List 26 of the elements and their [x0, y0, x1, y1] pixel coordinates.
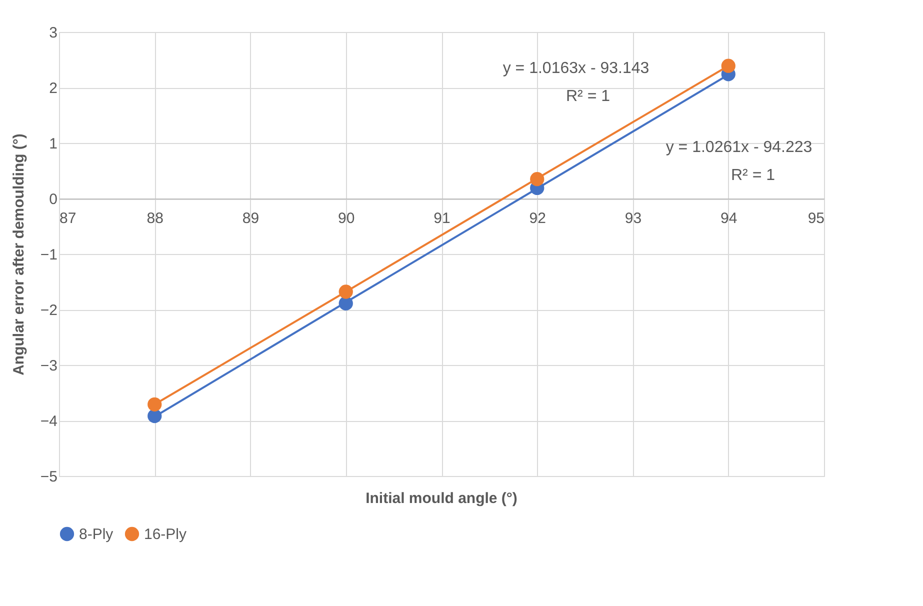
annotation: y = 1.0261x - 94.223: [666, 139, 812, 156]
x-tick-label: 95: [808, 210, 824, 227]
y-tick-label: −5: [40, 468, 58, 486]
x-axis-title: Initial mould angle (°): [366, 490, 518, 507]
annotation: y = 1.0163x - 93.143: [502, 60, 650, 77]
x-tick-label: 89: [242, 210, 260, 227]
y-tick-label: 0: [49, 191, 58, 208]
y-axis-title: Angular error after demoulding (°): [10, 134, 28, 376]
y-tick-label: 1: [49, 136, 58, 152]
x-tick-label: 91: [434, 210, 450, 227]
x-tick-label: 92: [529, 210, 546, 227]
y-tick-label: −2: [40, 302, 58, 319]
y-tick-label: 3: [49, 24, 58, 42]
x-tick-label: 88: [146, 210, 164, 227]
annotation: R² = 1: [566, 88, 610, 105]
x-tick-label: 94: [720, 210, 738, 227]
y-tick-label: −3: [40, 358, 58, 374]
legend-label: 8-Ply: [79, 526, 114, 543]
x-tick-label: 90: [338, 210, 355, 227]
y-tick-label: −4: [40, 413, 58, 430]
annotation: R² = 1: [730, 167, 776, 184]
x-tick-label: 93: [624, 210, 642, 227]
y-tick-label: 2: [49, 80, 58, 97]
x-tick-label: 87: [60, 210, 76, 227]
legend-label: 16-Ply: [144, 526, 188, 543]
y-tick-label: −1: [40, 246, 58, 264]
